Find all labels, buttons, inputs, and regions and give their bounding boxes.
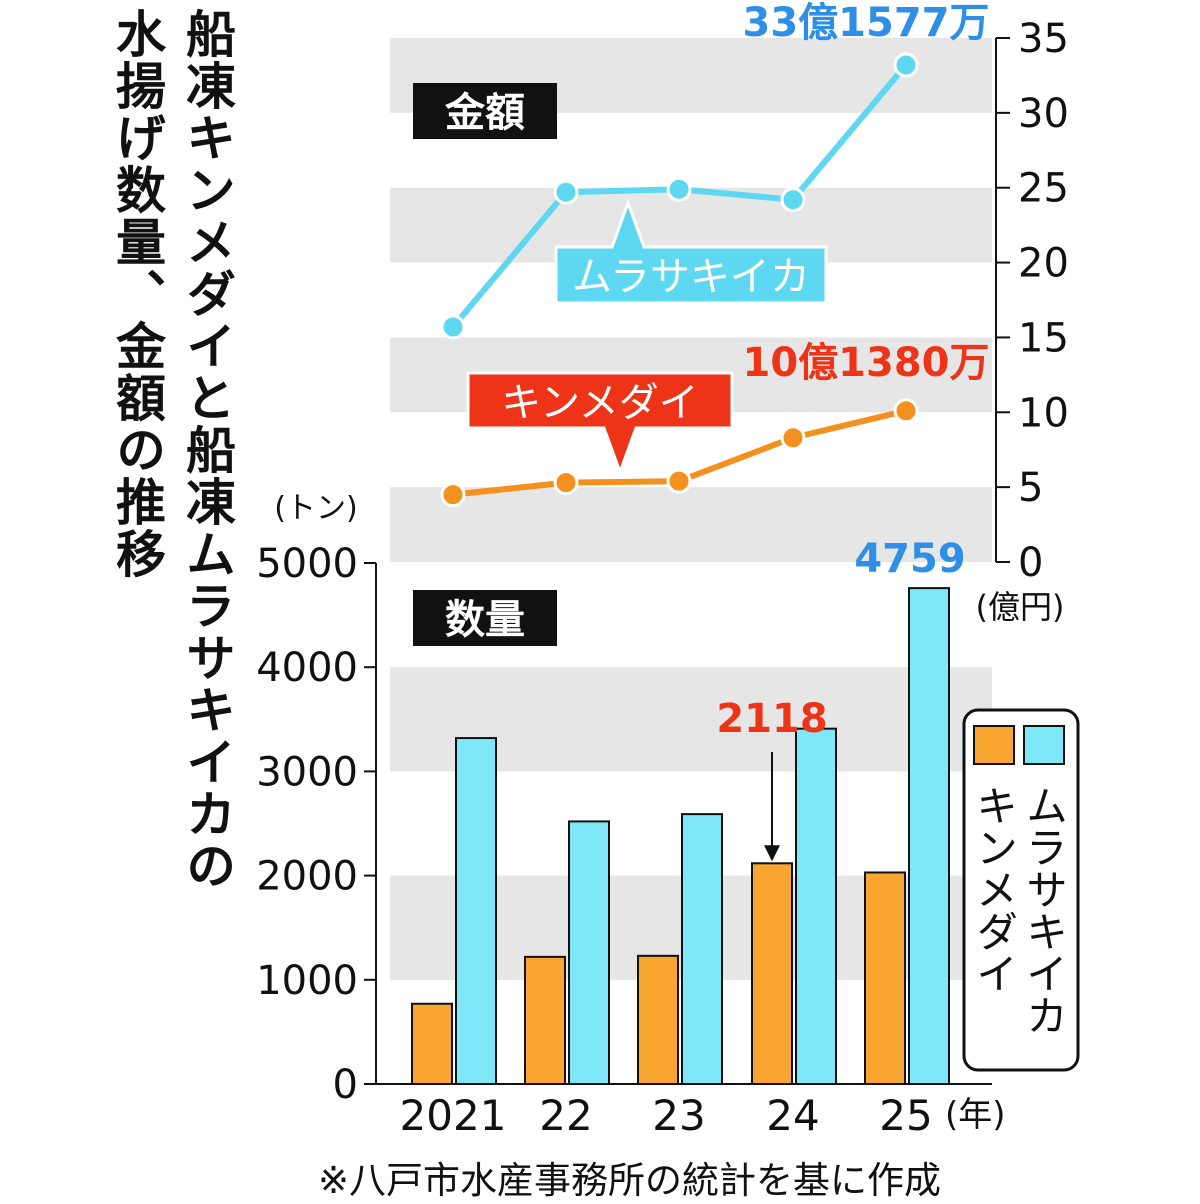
bar-squid-25: [908, 587, 950, 1085]
quantity-tick-label: 4000: [256, 645, 358, 691]
annotation-squid-25: 4759: [854, 536, 965, 582]
point-squid-23: [666, 176, 692, 202]
point-squid-22: [553, 179, 579, 205]
legend-swatch-squid: [1023, 725, 1065, 765]
legend-label-squid: ムラサキイカ: [1020, 784, 1069, 1036]
point-squid-2021: [440, 314, 466, 340]
annotation-kinmedai-24: 2118: [716, 696, 827, 742]
bar-kinmedai-25: [864, 871, 906, 1085]
point-kinmedai-2021: [440, 482, 466, 508]
bar-squid-22: [568, 820, 610, 1086]
legend-swatch-kinmedai: [973, 725, 1015, 765]
point-kinmedai-24: [780, 425, 806, 451]
x-tick-label: 25: [879, 1091, 932, 1140]
kinmedai-end-label: 10億1380万: [743, 340, 990, 386]
bar-kinmedai-22: [524, 955, 566, 1085]
bar-squid-2021: [455, 737, 497, 1086]
amount-panel-label: 金額: [444, 90, 525, 136]
point-squid-24: [780, 187, 806, 213]
quantity-tick-label: 5000: [256, 541, 358, 587]
squid-callout-box: [554, 198, 828, 305]
amount-tick-label: 30: [1018, 91, 1069, 137]
annotation-arrow-head: [764, 845, 780, 862]
quantity-panel-label-box: [413, 590, 557, 646]
point-kinmedai-23: [666, 468, 692, 494]
x-unit-label: (年): [945, 1095, 1006, 1135]
x-tick-label: 2021: [400, 1091, 507, 1140]
bar-kinmedai-24: [751, 862, 793, 1085]
amount-unit-label: (億円): [976, 588, 1065, 626]
amount-tick-label: 10: [1018, 390, 1069, 436]
bar-squid-24: [795, 727, 837, 1085]
chart-title-line-2: 水揚げ数量、金額の推移: [108, 8, 166, 580]
bar-squid-23: [681, 813, 723, 1085]
quantity-tick-label: 2000: [256, 854, 358, 900]
kinmedai-callout-label: キンメダイ: [501, 380, 699, 426]
x-tick-label: 22: [539, 1091, 592, 1140]
legend-label-kinmedai: キンメダイ: [970, 784, 1019, 994]
point-squid-25: [893, 52, 919, 78]
bar-kinmedai-23: [637, 954, 679, 1085]
point-kinmedai-22: [553, 470, 579, 496]
quantity-panel-label: 数量: [445, 597, 525, 643]
source-footnote: ※八戸市水産事務所の統計を基に作成: [318, 1159, 942, 1202]
quantity-tick-label: 3000: [256, 749, 358, 795]
squid-end-label: 33億1577万: [743, 0, 990, 46]
quantity-tick-label: 1000: [256, 958, 358, 1004]
x-tick-label: 24: [766, 1091, 819, 1140]
legend-box: [962, 708, 1080, 1072]
amount-tick-label: 20: [1018, 241, 1069, 287]
amount-tick-label: 0: [1018, 540, 1043, 586]
amount-tick-label: 35: [1018, 16, 1069, 62]
point-kinmedai-25: [893, 398, 919, 424]
amount-tick-label: 5: [1018, 465, 1043, 511]
kinmedai-callout-box: [466, 371, 734, 477]
chart-title-line-1: 船凍キンメダイと船凍ムラサキイカの: [178, 8, 236, 892]
bar-kinmedai-2021: [411, 1002, 453, 1085]
quantity-unit-label: (トン): [274, 491, 357, 526]
amount-tick-label: 15: [1018, 315, 1069, 361]
line-panel-band: [390, 487, 992, 562]
quantity-tick-label: 0: [333, 1062, 358, 1108]
amount-panel-label-box: [413, 83, 557, 139]
squid-callout-label: ムラサキイカ: [572, 254, 810, 300]
x-tick-label: 23: [652, 1091, 705, 1140]
amount-tick-label: 25: [1018, 166, 1069, 212]
